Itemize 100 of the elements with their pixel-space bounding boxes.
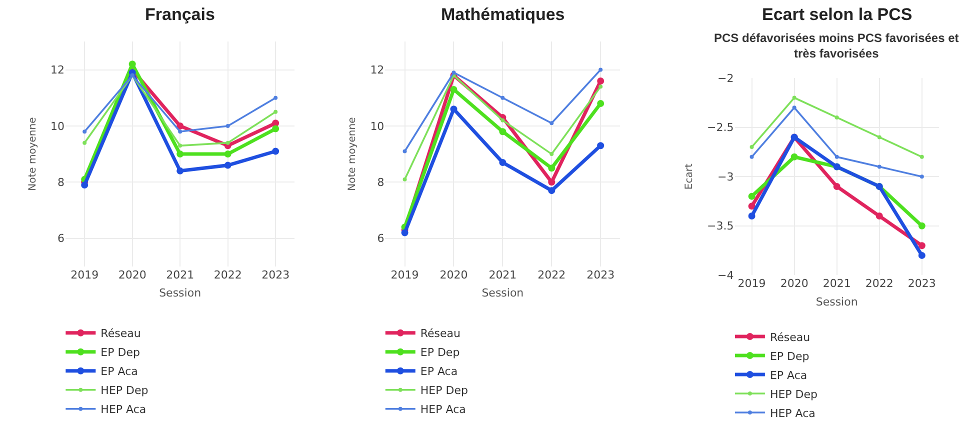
point (176, 150, 184, 158)
point (82, 140, 87, 145)
y-tick-label: 10 (50, 120, 64, 133)
legend-label: EP Dep (770, 350, 810, 363)
point (178, 144, 182, 148)
legend-label: Réseau (420, 327, 461, 340)
y-axis-title: Note moyenne (27, 117, 38, 191)
point (226, 124, 230, 128)
point (450, 106, 458, 113)
point (402, 149, 407, 154)
point (224, 162, 232, 169)
legend-label: HEP Dep (100, 384, 148, 398)
point (224, 150, 232, 158)
x-tick-label: 2023 (908, 277, 936, 290)
chart-title: Français (145, 5, 215, 24)
point (452, 70, 456, 75)
y-axis-title: Ecart (684, 164, 696, 190)
legend-label: EP Aca (100, 365, 138, 378)
x-axis-title: Session (816, 295, 858, 308)
point (834, 154, 839, 159)
legend-label: Réseau (100, 327, 141, 340)
x-tick-label: 2020 (780, 277, 808, 290)
y-tick-label: 6 (57, 232, 64, 246)
point (450, 86, 458, 93)
point (550, 152, 554, 156)
legend-label: HEP Dep (770, 388, 818, 401)
point (792, 96, 796, 100)
point (176, 167, 184, 174)
point (834, 115, 839, 120)
y-tick-label: −3.5 (707, 220, 734, 233)
point (548, 178, 556, 186)
point (548, 187, 556, 194)
chart-title: Mathématiques (441, 5, 565, 24)
point (750, 145, 754, 150)
point (500, 118, 505, 122)
point (598, 84, 603, 89)
y-tick-label: −2.5 (707, 121, 734, 134)
x-tick-label: 2022 (865, 277, 894, 290)
point (274, 96, 278, 100)
legend-label: HEP Aca (100, 403, 146, 416)
legend-label: HEP Aca (770, 406, 816, 420)
y-tick-label: 12 (370, 64, 384, 77)
point (272, 148, 280, 155)
legend-label: EP Dep (100, 346, 140, 360)
point (877, 164, 882, 169)
y-tick-label: −2 (718, 72, 734, 85)
y-tick-label: 8 (377, 176, 384, 190)
x-axis-title: Session (159, 286, 202, 300)
point (272, 125, 280, 132)
y-tick-label: 8 (57, 176, 64, 190)
legend-label: HEP Dep (420, 384, 468, 398)
y-tick-label: 10 (370, 120, 384, 133)
legend-label: Réseau (770, 330, 810, 344)
x-tick-label: 2021 (166, 268, 194, 282)
point (272, 120, 280, 127)
point (748, 202, 756, 210)
y-tick-label: 12 (50, 64, 64, 77)
point (598, 68, 603, 72)
point (597, 100, 604, 107)
x-tick-label: 2022 (538, 268, 566, 282)
point (402, 177, 407, 182)
point (548, 164, 556, 172)
legend-label: EP Dep (420, 346, 460, 360)
point (176, 122, 184, 130)
y-tick-label: −3 (718, 170, 734, 184)
x-tick-label: 2019 (738, 277, 766, 290)
point (597, 142, 604, 150)
x-tick-label: 2022 (214, 268, 242, 282)
point (748, 192, 756, 200)
x-tick-label: 2019 (390, 268, 419, 282)
point (920, 174, 924, 179)
point (178, 130, 182, 134)
point (876, 212, 883, 220)
point (920, 154, 924, 159)
legend-label: EP Aca (420, 365, 458, 378)
point (81, 181, 88, 188)
x-tick-label: 2021 (822, 277, 851, 290)
x-tick-label: 2021 (488, 268, 517, 282)
x-tick-label: 2020 (440, 268, 468, 282)
point (401, 229, 408, 236)
point (918, 222, 926, 230)
x-tick-label: 2023 (586, 268, 615, 282)
x-axis-title: Session (482, 286, 524, 300)
x-tick-label: 2019 (70, 268, 99, 282)
point (833, 182, 840, 190)
point (918, 242, 926, 250)
y-tick-label: −4 (718, 269, 734, 282)
chart-title: Ecart selon la PCS (762, 5, 912, 24)
point (274, 110, 278, 114)
point (499, 158, 506, 166)
x-tick-label: 2020 (118, 268, 146, 282)
point (918, 252, 926, 259)
point (597, 78, 604, 85)
point (550, 121, 554, 126)
point (499, 128, 506, 136)
point (226, 140, 230, 145)
y-tick-label: 6 (377, 232, 384, 246)
point (748, 212, 756, 220)
legend-label: HEP Aca (420, 403, 466, 416)
point (750, 154, 754, 159)
